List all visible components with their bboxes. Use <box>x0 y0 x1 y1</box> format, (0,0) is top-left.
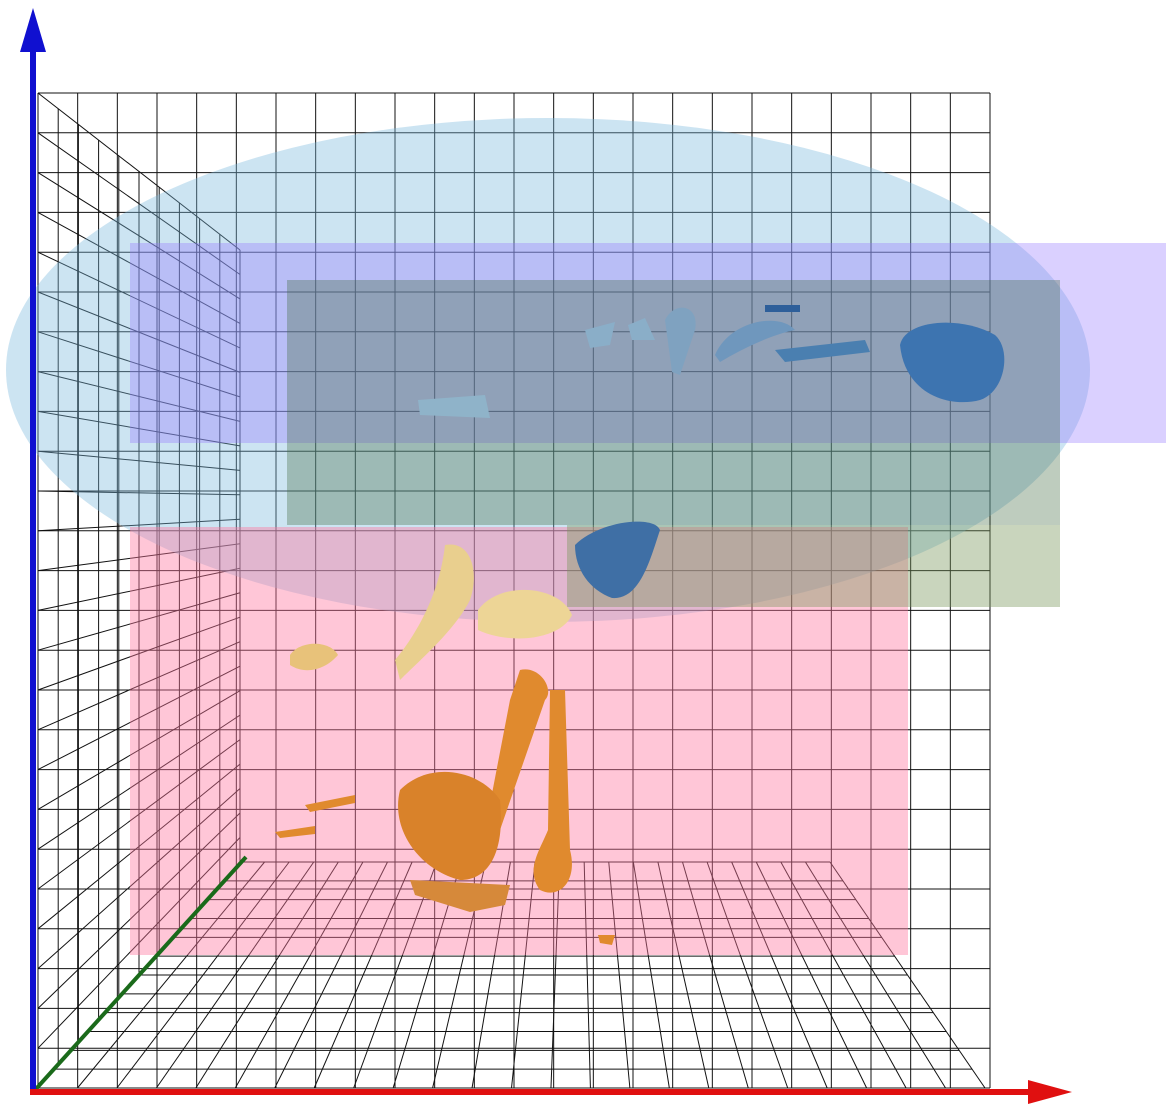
grid-line <box>37 331 241 398</box>
grid <box>37 92 991 1089</box>
grid-line <box>37 690 241 810</box>
bone <box>665 307 696 375</box>
grid-line <box>37 739 241 890</box>
bone <box>533 690 572 893</box>
grid-line <box>37 616 241 691</box>
grid-line <box>37 812 241 1009</box>
grid-line <box>37 92 241 251</box>
grid-line <box>37 410 241 447</box>
bone <box>715 320 795 362</box>
bone <box>395 544 474 680</box>
bone <box>598 935 615 945</box>
bone <box>275 826 315 838</box>
grid-line <box>37 132 241 275</box>
grid-line <box>37 641 241 731</box>
blue-bones <box>418 305 1005 599</box>
bone <box>478 589 572 639</box>
grid-line <box>37 371 241 422</box>
grid-line <box>37 518 241 532</box>
grid-line <box>37 592 241 651</box>
bone <box>585 322 615 348</box>
bone <box>575 521 660 599</box>
bone <box>290 643 338 671</box>
x-axis-arrow <box>1028 1080 1072 1104</box>
y-axis <box>33 855 248 1092</box>
grid-line <box>37 567 241 611</box>
grid-line <box>37 543 241 572</box>
grid-line <box>37 788 241 969</box>
ellipse-region <box>6 118 1090 622</box>
grid-line <box>37 837 241 1049</box>
grid-line <box>37 172 241 300</box>
grid-line <box>37 450 241 471</box>
grid-line <box>37 490 241 496</box>
bone <box>775 340 870 362</box>
bone <box>418 395 490 418</box>
bone <box>398 771 501 880</box>
bone <box>485 669 549 830</box>
grid-line <box>37 211 241 324</box>
grid-line <box>37 665 241 771</box>
grid-line <box>37 714 241 850</box>
bone <box>628 318 655 340</box>
grid-line <box>37 251 241 349</box>
bone <box>410 880 510 912</box>
grid-line <box>37 763 241 930</box>
bone <box>765 305 800 312</box>
bone <box>900 322 1005 403</box>
bone <box>305 795 355 812</box>
orange-bones <box>275 544 615 945</box>
z-axis-arrow <box>20 8 46 52</box>
grid-line <box>37 291 241 373</box>
